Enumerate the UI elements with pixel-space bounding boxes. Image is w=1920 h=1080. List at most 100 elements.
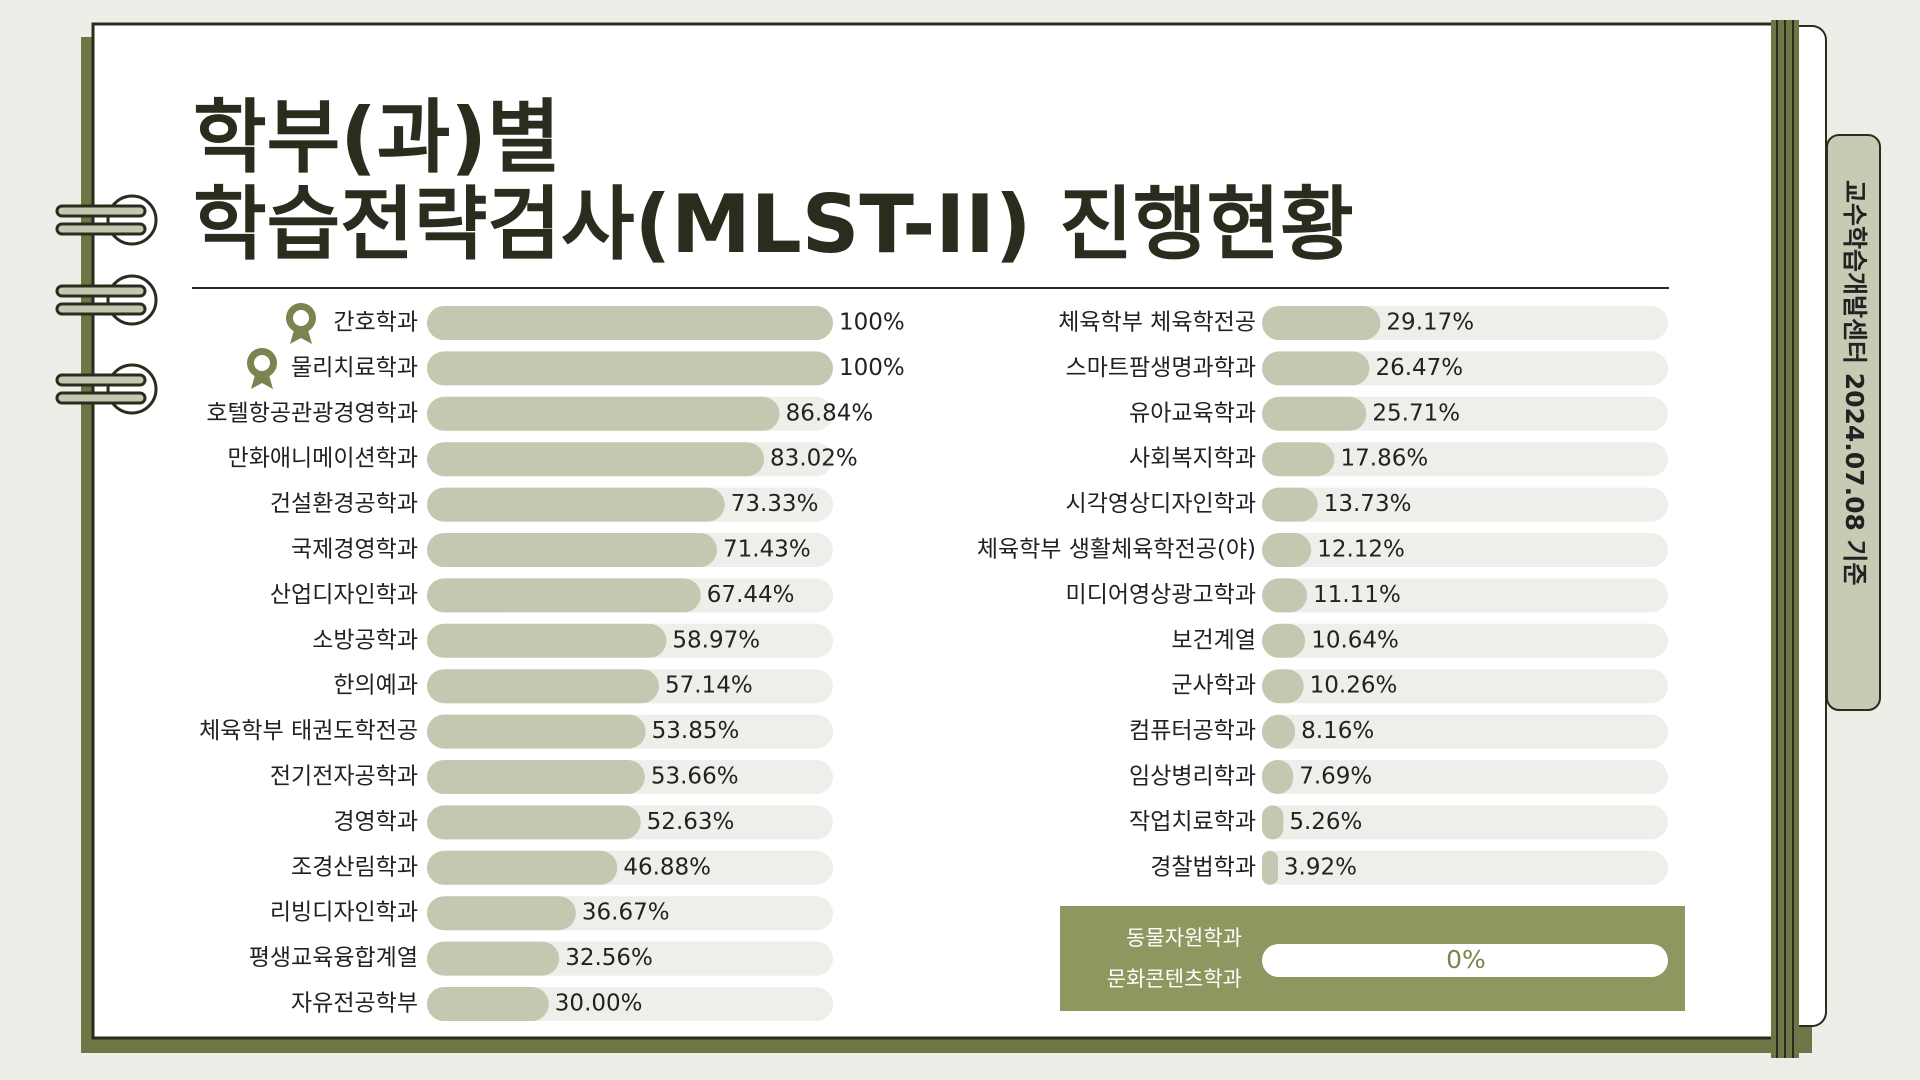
side-label: 교수학습개발센터 2024.07.08 기준	[1840, 180, 1869, 586]
bar-track	[1262, 533, 1668, 567]
category-label: 경영학과	[333, 809, 418, 835]
category-label: 스마트팜생명과학과	[1066, 355, 1256, 381]
value-label: 10.26%	[1310, 673, 1398, 699]
value-label: 26.47%	[1375, 355, 1463, 381]
value-label: 86.84%	[786, 400, 874, 426]
category-label: 체육학부 체육학전공	[1058, 310, 1256, 336]
value-label: 10.64%	[1311, 627, 1399, 653]
bar	[427, 396, 780, 431]
category-label: 동물자원학과	[1126, 926, 1242, 950]
value-label: 13.73%	[1324, 491, 1412, 517]
bar	[427, 351, 833, 386]
category-label: 유아교육학과	[1129, 400, 1256, 426]
category-label: 호텔항공관광경영학과	[206, 400, 418, 426]
bar	[427, 487, 725, 522]
value-label: 57.14%	[665, 673, 753, 699]
bar	[427, 987, 549, 1021]
value-label: 8.16%	[1301, 718, 1374, 744]
value-label: 11.11%	[1313, 582, 1401, 608]
bar	[427, 306, 833, 340]
bar	[1262, 442, 1335, 477]
category-label: 한의예과	[333, 673, 418, 699]
award-icon	[247, 303, 316, 389]
bar	[1262, 669, 1304, 704]
bar	[1262, 760, 1294, 794]
bar-track	[1262, 850, 1668, 885]
value-label: 0%	[1446, 945, 1486, 974]
bar-track	[1262, 669, 1668, 704]
category-label: 만화애니메이션학과	[228, 446, 418, 472]
category-label: 미디어영상광고학과	[1066, 582, 1256, 608]
category-label: 경찰법학과	[1150, 854, 1256, 880]
value-label: 25.71%	[1372, 400, 1460, 426]
category-label: 컴퓨터공학과	[1129, 718, 1256, 744]
category-label: 체육학부 생활체육학전공(야)	[977, 537, 1256, 563]
title-line: 학부(과)별	[193, 91, 561, 184]
bar	[427, 941, 560, 976]
bar-track	[1262, 760, 1668, 794]
value-label: 53.66%	[651, 764, 739, 790]
value-label: 83.02%	[770, 446, 858, 472]
value-label: 67.44%	[707, 582, 795, 608]
side-tab	[1826, 134, 1881, 711]
value-label: 100%	[839, 355, 905, 381]
value-label: 46.88%	[623, 854, 711, 880]
category-label: 소방공학과	[312, 627, 418, 653]
bar	[427, 850, 618, 885]
value-label: 17.86%	[1341, 446, 1429, 472]
bar-track	[1262, 805, 1668, 840]
bar	[1262, 351, 1370, 386]
category-label: 간호학과	[333, 310, 418, 336]
value-label: 3.92%	[1284, 854, 1357, 880]
bar-track	[1262, 944, 1668, 977]
value-label: 36.67%	[582, 900, 670, 926]
category-label: 리빙디자인학과	[270, 900, 418, 926]
value-label: 71.43%	[723, 537, 811, 563]
value-label: 73.33%	[731, 491, 819, 517]
value-label: 29.17%	[1386, 310, 1474, 336]
value-label: 53.85%	[652, 718, 740, 744]
bar	[427, 896, 576, 931]
category-label: 보건계열	[1171, 627, 1256, 653]
category-label: 조경산림학과	[291, 854, 418, 880]
category-label: 작업치료학과	[1129, 809, 1256, 835]
category-label: 산업디자인학과	[270, 582, 418, 608]
value-label: 12.12%	[1317, 537, 1405, 563]
value-label: 5.26%	[1289, 809, 1362, 835]
category-label: 사회복지학과	[1129, 446, 1256, 472]
value-label: 100%	[839, 310, 905, 336]
bar-track	[1262, 578, 1668, 613]
bar	[1262, 850, 1278, 885]
rings	[55, 194, 158, 415]
title-line: 학습전략검사(MLST-II) 진행현황	[193, 178, 1354, 271]
bar-track	[1262, 623, 1668, 658]
bar-track	[1262, 714, 1668, 749]
bar	[427, 669, 659, 704]
bar	[1262, 714, 1296, 749]
bar	[427, 805, 641, 840]
binding	[1771, 20, 1799, 1058]
bar	[427, 623, 667, 658]
bar	[427, 578, 701, 613]
bar	[1262, 487, 1318, 522]
bar	[427, 533, 718, 567]
value-label: 7.69%	[1299, 764, 1372, 790]
value-label: 58.97%	[672, 627, 760, 653]
value-label: 52.63%	[647, 809, 735, 835]
category-label: 군사학과	[1171, 673, 1256, 699]
bar	[427, 714, 646, 749]
category-label: 시각영상디자인학과	[1066, 491, 1256, 517]
category-label: 국제경영학과	[291, 537, 418, 563]
bar-track	[1262, 442, 1668, 477]
category-label: 전기전자공학과	[270, 764, 418, 790]
bar	[1262, 805, 1284, 840]
category-label: 문화콘텐츠학과	[1107, 967, 1242, 991]
value-label: 30.00%	[555, 991, 643, 1017]
value-label: 32.56%	[565, 945, 653, 971]
bar	[1262, 533, 1312, 567]
bar	[427, 442, 765, 477]
bar	[1262, 396, 1367, 431]
bar-track	[1262, 487, 1668, 522]
